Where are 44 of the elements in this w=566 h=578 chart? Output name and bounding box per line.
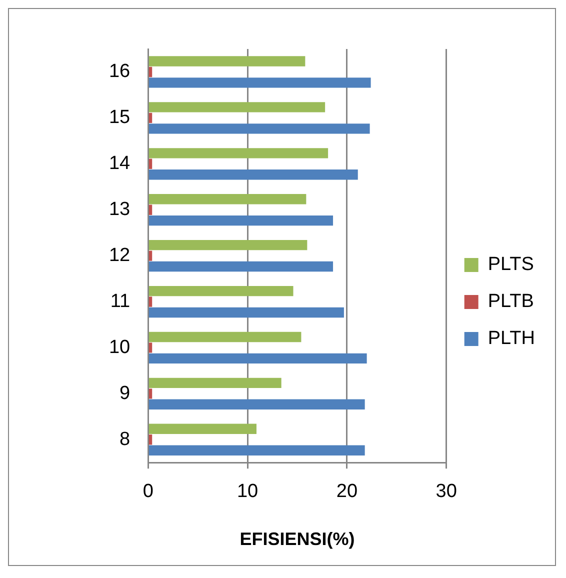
y-tick-label: 11: [110, 290, 130, 312]
bar: [148, 399, 365, 410]
bar: [148, 261, 334, 272]
y-tick-label: 13: [108, 199, 130, 220]
bar: [148, 286, 294, 296]
x-tick-label: 20: [336, 481, 358, 502]
y-tick-label: 14: [108, 153, 131, 174]
legend-label: PLTS: [488, 254, 534, 276]
bar: [148, 434, 152, 445]
bar: [148, 353, 367, 364]
x-tick-label: 0: [142, 481, 154, 502]
bar: [148, 112, 152, 124]
bar: [148, 445, 365, 456]
x-axis-title: EFISIENSI(%): [240, 529, 355, 550]
bar: [148, 215, 334, 226]
bar: [148, 240, 308, 250]
bar: [148, 250, 152, 261]
y-tick-label: 8: [120, 428, 130, 450]
y-tick-label: 12: [108, 245, 130, 266]
bar: [148, 78, 371, 88]
bar: [148, 388, 152, 399]
bar: [148, 194, 306, 204]
y-tick-label: 15: [108, 107, 130, 128]
bar: [148, 296, 152, 307]
bar: [148, 204, 152, 215]
y-tick-label: 10: [108, 336, 130, 358]
legend-label: PLTB: [488, 291, 534, 312]
x-tick-label: 10: [236, 481, 258, 502]
y-tick-label: 9: [120, 382, 130, 404]
bar: [148, 158, 152, 169]
legend-label: PLTH: [488, 328, 536, 350]
y-tick-label: 16: [108, 61, 130, 82]
bar: [148, 332, 302, 342]
bar: [148, 56, 306, 66]
bar: [148, 307, 344, 318]
bar: [148, 148, 328, 158]
bar: [148, 66, 152, 78]
bar: [148, 170, 358, 180]
bar: [148, 378, 282, 388]
bar: [148, 124, 370, 134]
bar: [148, 102, 326, 112]
x-tick-label: 30: [436, 481, 457, 502]
bar: [148, 424, 256, 434]
bar: [148, 342, 152, 353]
